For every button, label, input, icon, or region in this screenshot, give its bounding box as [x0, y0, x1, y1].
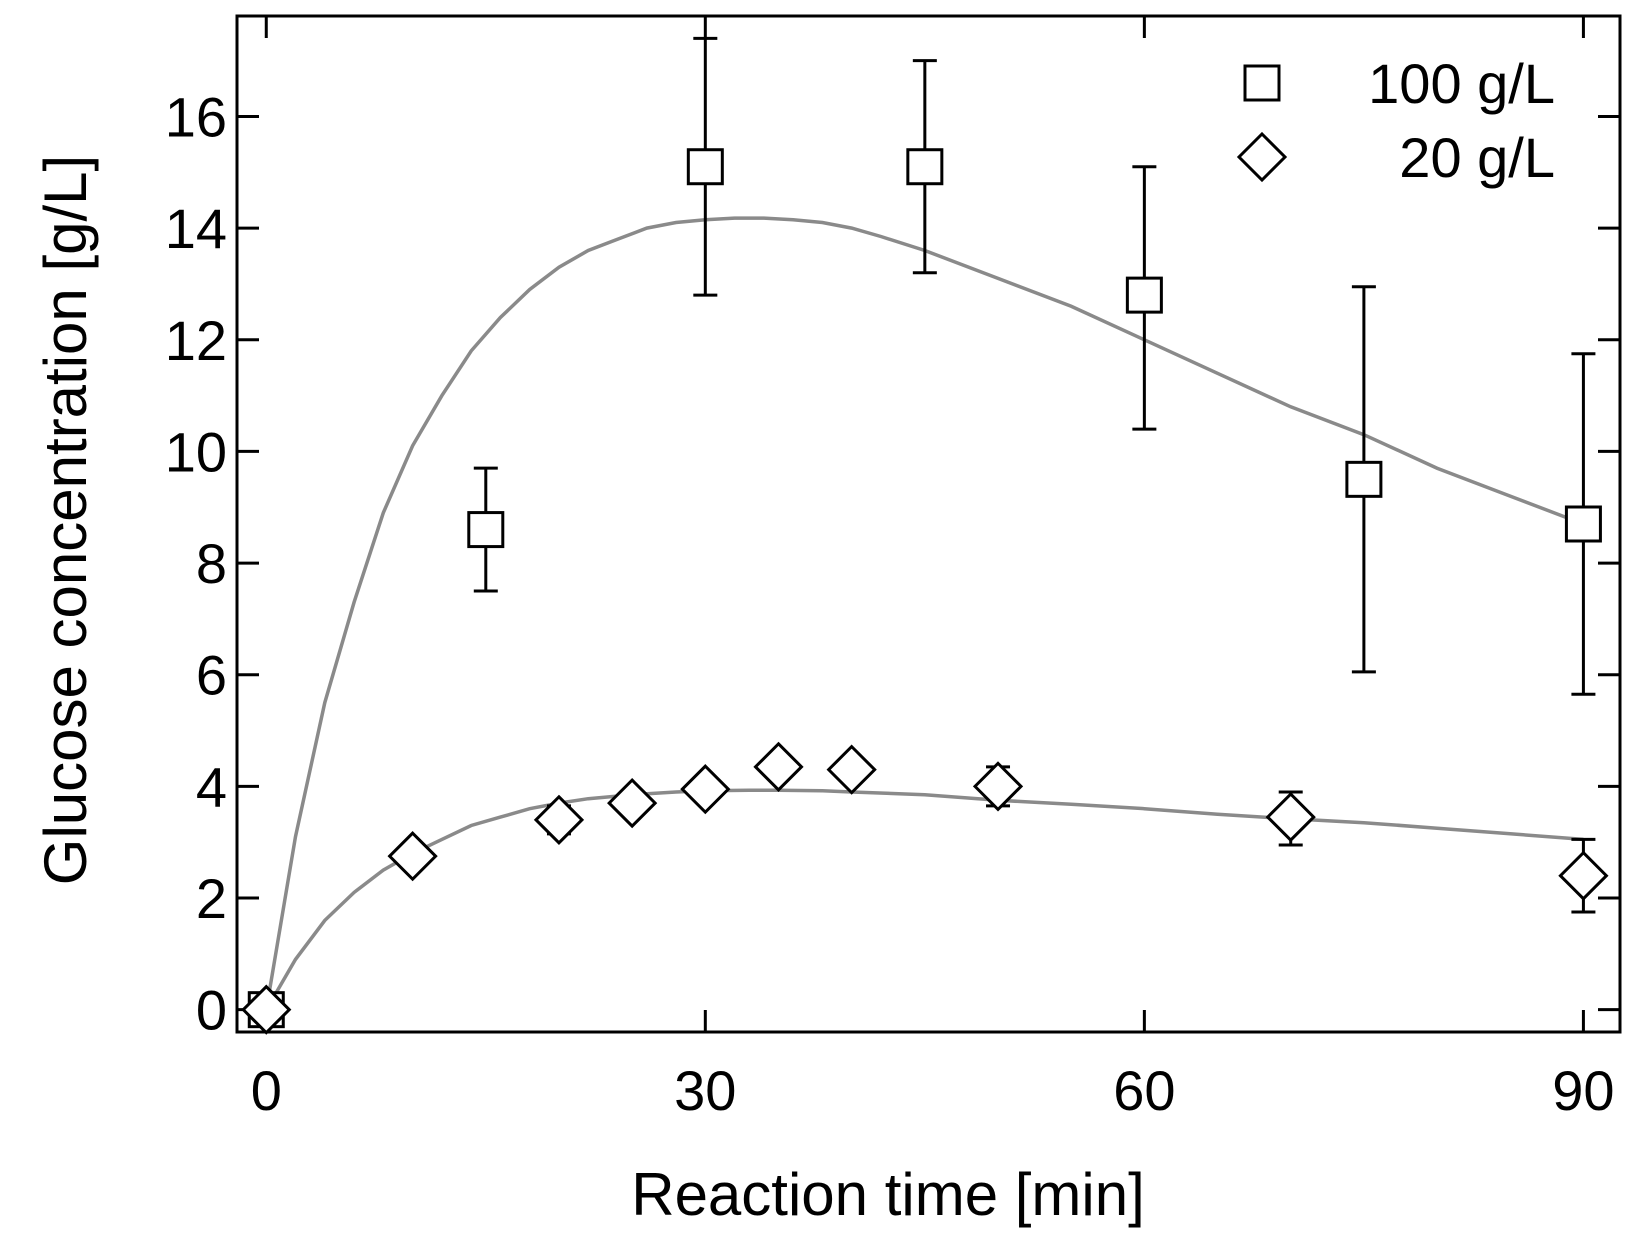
point-20gL-t50 — [972, 761, 1024, 812]
point-20gL-t90 — [1558, 850, 1609, 901]
y-tick-label-10: 10 — [165, 420, 227, 483]
y-tick-label-4: 4 — [196, 755, 227, 818]
y-tick-label-2: 2 — [196, 867, 227, 930]
x-tick-label-60: 60 — [1113, 1059, 1175, 1122]
legend: 100 g/L 20 g/L — [1236, 52, 1555, 189]
y-tick-label-8: 8 — [196, 532, 227, 595]
point-20gL-t35 — [753, 741, 804, 792]
point-100gL-t75 — [1345, 460, 1383, 498]
point-20gL-t40 — [826, 744, 877, 795]
y-tick-label-12: 12 — [165, 309, 227, 372]
x-tick-label-90: 90 — [1552, 1059, 1614, 1122]
plot-frame — [235, 14, 1622, 1034]
point-20gL-t0 — [241, 984, 292, 1035]
legend-marker-square — [1243, 64, 1281, 102]
point-100gL-t90 — [1564, 505, 1602, 543]
point-20gL-t70 — [1265, 791, 1316, 843]
point-20gL-t20 — [533, 794, 585, 845]
point-100gL-t30 — [686, 148, 724, 186]
y-tick-label-0: 0 — [196, 979, 227, 1042]
y-tick-label-14: 14 — [165, 197, 227, 260]
point-100gL-t60 — [1125, 276, 1163, 314]
axes-layer: 0 30 60 90 0 2 4 6 8 10 12 14 16 — [165, 14, 1622, 1122]
point-20gL-t25 — [607, 777, 658, 829]
model-fit-100 — [264, 216, 1585, 1010]
x-tick-label-30: 30 — [674, 1059, 736, 1122]
legend-marker-diamond — [1236, 131, 1288, 183]
data-layer — [241, 36, 1609, 1035]
x-axis-title: Reaction time [min] — [631, 1161, 1145, 1228]
legend-label-20gL: 20 g/L — [1399, 126, 1555, 189]
legend-label-100gL: 100 g/L — [1368, 52, 1555, 115]
point-20gL-t30 — [680, 764, 731, 815]
point-100gL-t45 — [906, 148, 944, 186]
x-tick-label-0: 0 — [251, 1059, 282, 1122]
point-100gL-t15 — [467, 511, 505, 549]
y-tick-label-16: 16 — [165, 85, 227, 148]
y-axis-title: Glucose concentration [g/L] — [32, 155, 99, 885]
point-20gL-t10 — [387, 831, 438, 882]
y-tick-label-6: 6 — [196, 644, 227, 707]
